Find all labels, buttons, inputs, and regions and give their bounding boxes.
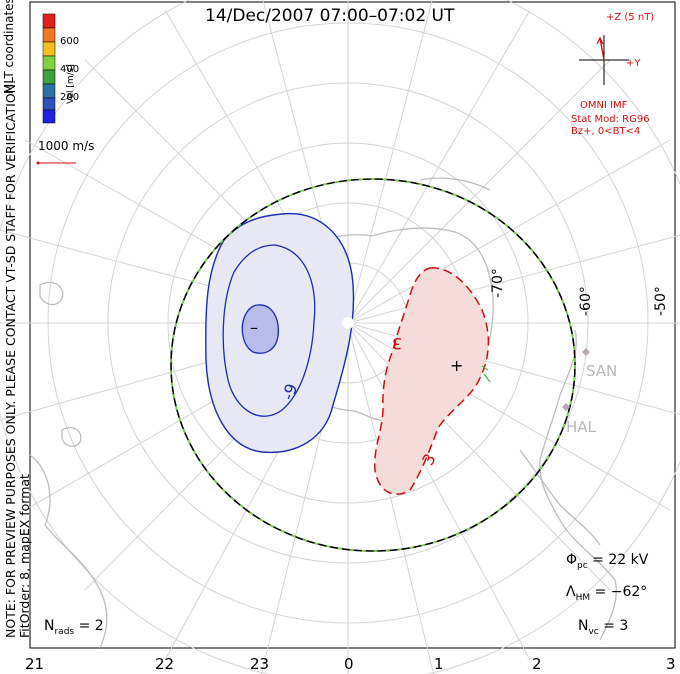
reference-vector-origin [36,161,40,165]
mlt-tick-1: 1 [434,655,444,673]
lambda-subscript: HM [575,592,591,603]
colorbar-tick-400: 400 [60,64,80,75]
preview-note-line1: NOTE: FOR PREVIEW PURPOSES ONLY. PLEASE … [3,80,18,638]
fit-order-line: FitOrder: 8, mapEX format [17,474,32,638]
potential-min-marker: – [250,318,258,337]
negative-core [241,304,279,354]
negative-cell-fill [205,212,355,454]
mlt-tick-2: 2 [532,655,542,673]
nrads-subscript: rads [54,626,75,637]
continent-southwest [29,454,108,649]
nvc-symbol: N [578,618,589,634]
positive-contour-label: 3 [392,334,403,353]
nrads-symbol: N [44,618,55,634]
imf-source-label: OMNI IMF [580,100,628,111]
mlt-tick-0: 0 [344,655,354,673]
colorbar-tick-200: 200 [60,92,80,103]
velocity-vectors [481,365,491,383]
san-radar-marker [582,348,590,356]
mlt-tick-22: 22 [155,655,175,673]
map-title: 14/Dec/2007 07:00–07:02 UT [205,6,455,26]
mlt-tick-21: 21 [25,655,45,673]
magnetic-pole [342,317,354,329]
phi-symbol: Φ [566,552,578,568]
radar-count: Nrads = 2 [44,618,104,637]
imf-z-label: +Z (5 nT) [606,12,655,23]
preview-note: NOTE: FOR PREVIEW PURPOSES ONLY. PLEASE … [3,80,32,638]
site-label-hal: HAL [566,418,596,436]
coordinate-system-label: MLT coordinates [2,0,16,94]
site-label-san: SAN [586,362,618,380]
potential-max-marker: + [450,356,464,375]
cross-polar-cap-potential: Φpc = 22 kV [566,552,648,571]
mlt-tick-3: 3 [666,655,676,673]
island-southwest [61,427,82,448]
lambda-value: = −62° [594,584,648,600]
vector-count: Nvc = 3 [578,618,628,637]
latitude-label-60: -60° [578,286,594,316]
imf-y-label: +Y [626,58,641,69]
phi-subscript: pc [577,560,588,571]
hm-boundary-latitude: ΛHM = −62° [566,584,647,603]
africa-coast [519,449,601,546]
lambda-symbol: Λ [566,584,576,600]
south-america-coast [539,329,617,641]
negative-potential-cell [205,212,355,454]
colorbar-unit: Vel [m/s] [66,64,76,104]
colorbar-tick-600: 600 [60,36,80,47]
nvc-value: = 3 [603,618,629,634]
imf-clock [579,35,629,85]
phi-value: = 22 kV [592,552,649,568]
heppner-maynard-boundary-dash [170,178,576,552]
continent-north [419,177,491,191]
positive-potential-cell [373,267,490,495]
nrads-value: = 2 [78,618,104,634]
reference-vector-label: 1000 m/s [38,139,95,153]
nvc-subscript: vc [588,626,599,637]
plot-frame [29,1,676,649]
mlt-tick-23: 23 [250,655,270,673]
stat-model-label: Stat Mod: RG96 [571,114,650,125]
latitude-label-50: -50° [653,286,669,316]
velocity-colorbar [42,13,56,124]
negative-contour-2 [222,244,316,417]
stat-model-condition: Bz+, 0<BT<4 [571,126,641,137]
latitude-label-70: -70° [490,268,506,298]
island-west [39,281,64,306]
hal-radar-marker [562,403,570,411]
positive-cell-fill [373,267,490,495]
